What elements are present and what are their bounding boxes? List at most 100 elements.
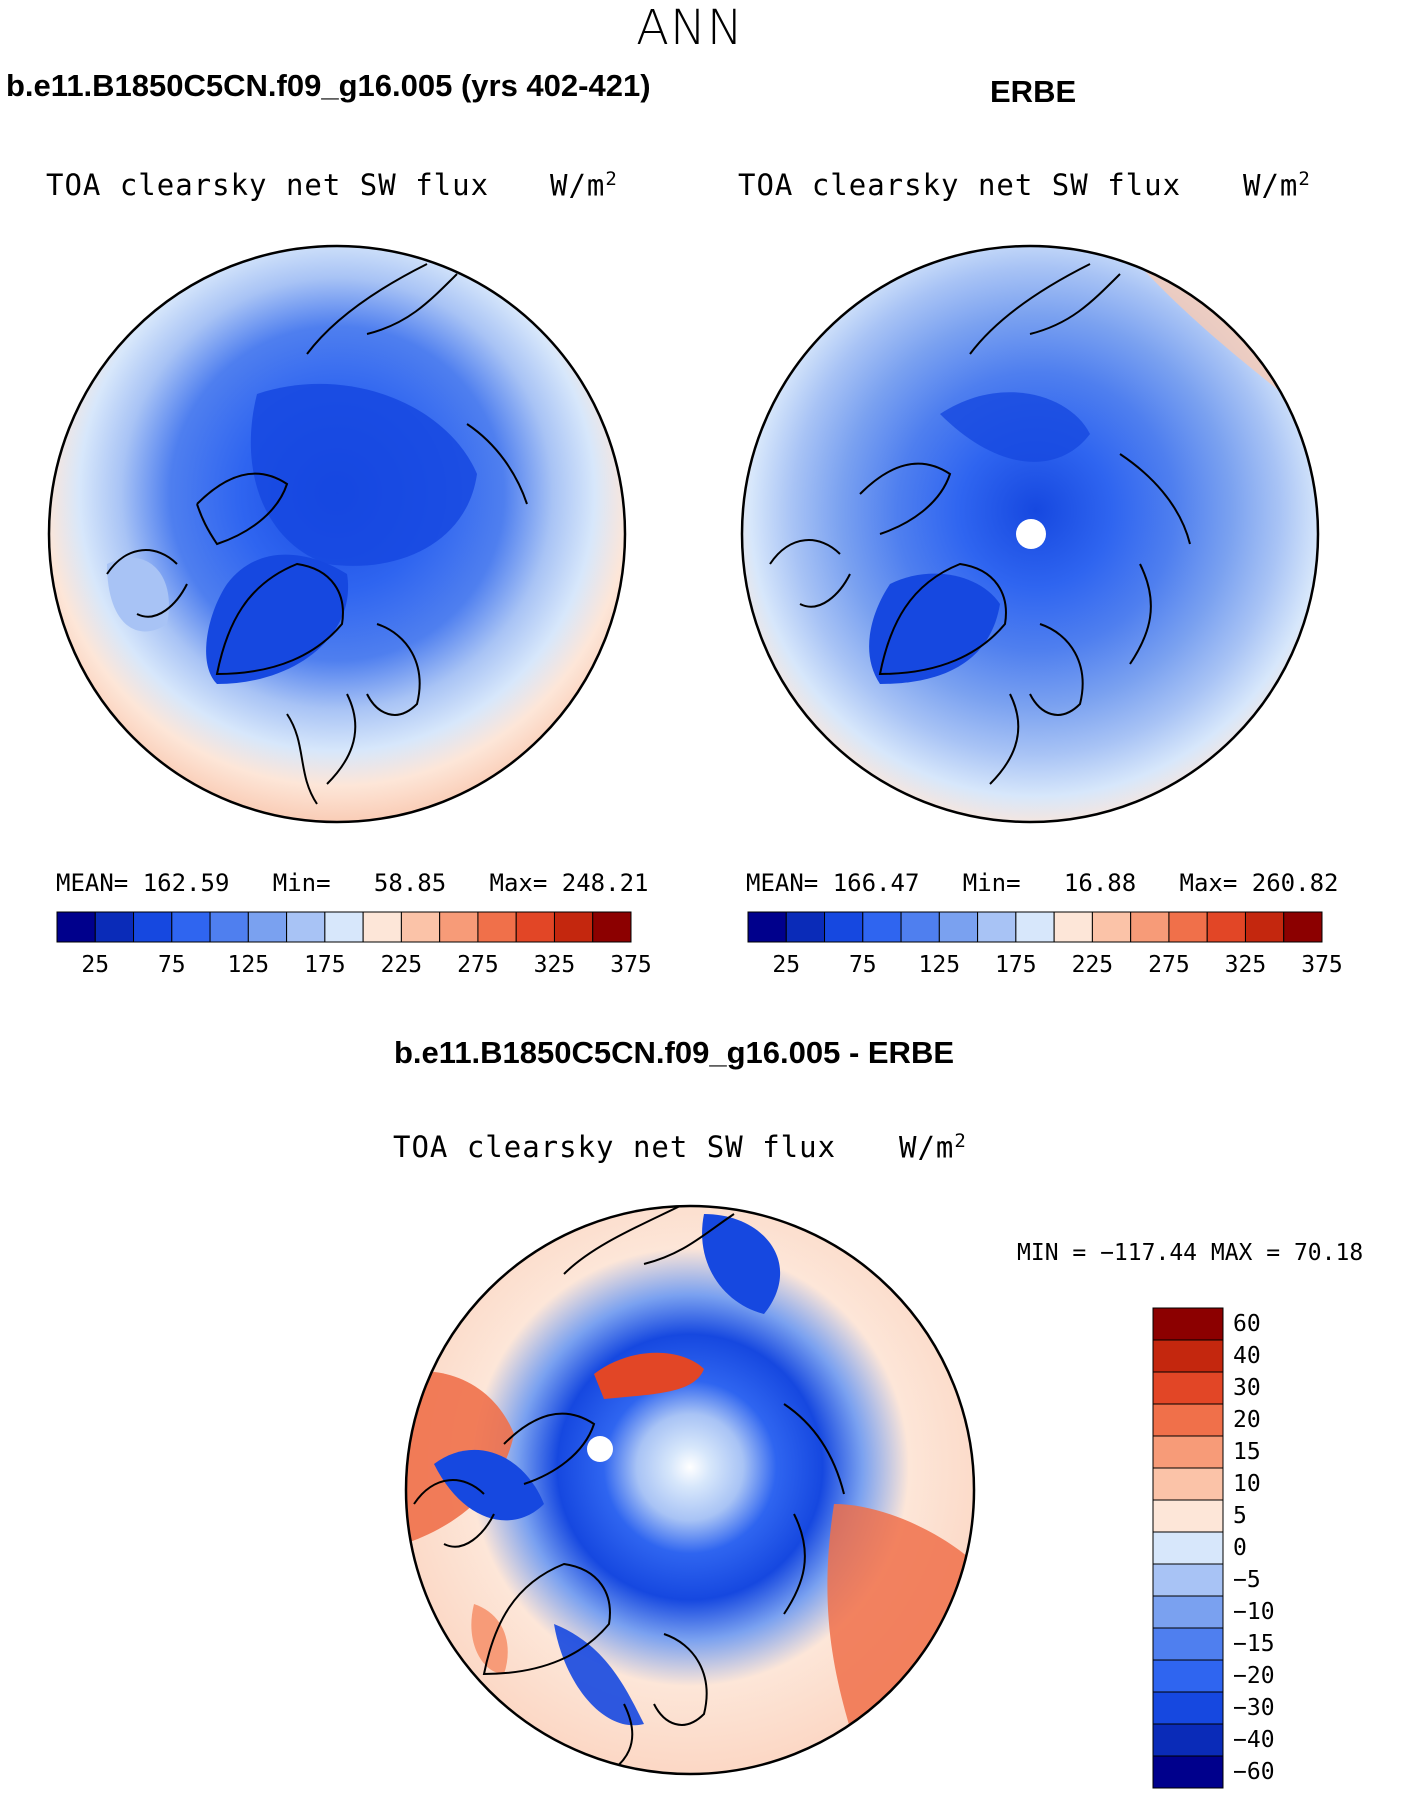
panel1-case-title: b.e11.B1850C5CN.f09_g16.005 (yrs 402-421… xyxy=(6,68,651,103)
panel1-colorbar-tick: 375 xyxy=(610,952,652,978)
panel1-colorbar-tick: 225 xyxy=(380,952,423,978)
panel2-colorbar-segment xyxy=(1168,911,1208,943)
panel1-polar-map xyxy=(47,244,627,824)
diff-coastlines xyxy=(413,1206,845,1774)
diff-colorbar xyxy=(1152,1307,1224,1789)
panel2-colorbar-segment xyxy=(900,911,940,943)
diff-colorbar-segment xyxy=(1152,1435,1224,1469)
panel1-colorbar-segment xyxy=(171,911,211,943)
panel1-colorbar-tick: 125 xyxy=(227,952,270,978)
panel2-colorbar-segment xyxy=(1244,911,1285,943)
panel2-colorbar-tick: 25 xyxy=(772,952,801,978)
panel1-colorbar-segment xyxy=(56,911,96,943)
panel2-stats: MEAN= 166.47 Min= 16.88 Max= 260.82 xyxy=(746,869,1339,897)
panel2-case-title: ERBE xyxy=(990,74,1077,109)
diff-colorbar-segment xyxy=(1152,1531,1224,1565)
panel1-colorbar xyxy=(56,911,632,943)
diff-colorbar-tick: −20 xyxy=(1233,1663,1275,1689)
panel1-units-label: W/m2 xyxy=(550,168,618,203)
panel1-colorbar-segment xyxy=(209,911,249,943)
panel1-colorbar-tick: 275 xyxy=(457,952,499,978)
diff-variable-label: TOA clearsky net SW flux xyxy=(393,1130,837,1164)
diff-colorbar-tick: 5 xyxy=(1233,1503,1247,1529)
panel1-colorbar-tick: 175 xyxy=(304,952,346,978)
panel2-colorbar-segment xyxy=(1053,911,1093,943)
diff-polar-map xyxy=(404,1204,976,1776)
panel1-coastlines xyxy=(106,263,528,805)
panel2-colorbar-segment xyxy=(747,911,787,943)
diff-missing-pole xyxy=(587,1436,613,1462)
diff-colorbar-segment xyxy=(1152,1499,1224,1533)
panel2-colorbar-tick: 75 xyxy=(848,952,877,978)
panel2-colorbar-tick: 225 xyxy=(1071,952,1114,978)
panel1-colorbar-segment xyxy=(592,911,632,943)
panel1-variable-label: TOA clearsky net SW flux xyxy=(46,168,490,202)
panel1-colorbar-ticks: 25 75 125 175 225 275 325 375 xyxy=(57,952,651,982)
diff-colorbar-segment xyxy=(1152,1691,1224,1725)
diff-colorbar-tick: −10 xyxy=(1233,1599,1275,1625)
diff-colorbar-segment xyxy=(1152,1371,1224,1405)
panel1-colorbar-segment xyxy=(362,911,402,943)
panel2-colorbar-tick: 125 xyxy=(918,952,961,978)
panel1-colorbar-segment xyxy=(477,911,517,943)
diff-colorbar-tick: −5 xyxy=(1233,1567,1261,1593)
panel2-colorbar-ticks: 25 75 125 175 225 275 325 375 xyxy=(748,952,1342,982)
diff-colorbar-segment xyxy=(1152,1659,1224,1693)
panel2-colorbar-segment xyxy=(1283,911,1323,943)
panel2-colorbar-segment xyxy=(938,911,979,943)
panel2-colorbar-segment xyxy=(1015,911,1055,943)
diff-colorbar-tick: 20 xyxy=(1233,1407,1261,1433)
diff-colorbar-tick: 40 xyxy=(1233,1343,1261,1369)
panel2-colorbar-tick: 175 xyxy=(995,952,1037,978)
diff-colorbar-segment xyxy=(1152,1755,1224,1789)
panel2-coastlines xyxy=(769,263,1191,785)
diff-minmax-label: MIN = −117.44 MAX = 70.18 xyxy=(1017,1240,1364,1266)
diff-colorbar-segment xyxy=(1152,1307,1224,1341)
diff-colorbar-tick: −30 xyxy=(1233,1695,1275,1721)
diff-colorbar-tick: 0 xyxy=(1233,1535,1247,1561)
diff-colorbar-tick: −40 xyxy=(1233,1727,1275,1753)
panel2-colorbar-segment xyxy=(1206,911,1246,943)
diff-colorbar-tick: 10 xyxy=(1233,1471,1261,1497)
panel2-colorbar-tick: 275 xyxy=(1148,952,1190,978)
diff-colorbar-segment xyxy=(1152,1723,1224,1757)
panel1-colorbar-segment xyxy=(247,911,288,943)
diff-colorbar-tick: −15 xyxy=(1233,1631,1275,1657)
diff-units-label: W/m2 xyxy=(899,1130,967,1165)
panel2-colorbar-segment xyxy=(785,911,826,943)
main-title: ANN xyxy=(636,0,744,56)
panel2-colorbar-segment xyxy=(862,911,902,943)
diff-colorbar-segment xyxy=(1152,1563,1224,1597)
panel1-colorbar-segment xyxy=(286,911,326,943)
panel2-map-border xyxy=(740,244,1320,824)
panel2-colorbar xyxy=(747,911,1323,943)
diff-colorbar-tick: 30 xyxy=(1233,1375,1261,1401)
panel2-colorbar-segment xyxy=(977,911,1017,943)
diff-colorbar-tick: −60 xyxy=(1233,1759,1275,1785)
diff-colorbar-segment xyxy=(1152,1595,1224,1629)
panel2-colorbar-segment xyxy=(1091,911,1132,943)
diff-case-title: b.e11.B1850C5CN.f09_g16.005 - ERBE xyxy=(394,1035,955,1070)
panel1-greenland-region xyxy=(206,554,349,684)
panel1-colorbar-segment xyxy=(553,911,594,943)
diff-colorbar-tick: 60 xyxy=(1233,1311,1261,1337)
diff-colorbar-segment xyxy=(1152,1403,1224,1437)
panel1-colorbar-segment xyxy=(400,911,441,943)
panel1-colorbar-segment xyxy=(439,911,479,943)
panel2-units-label: W/m2 xyxy=(1243,168,1311,203)
panel1-colorbar-tick: 325 xyxy=(533,952,576,978)
panel2-colorbar-tick: 325 xyxy=(1224,952,1267,978)
diff-colorbar-ticks: 60 40 30 20 15 10 5 0 −5 −10 −15 −20 −30 −40 −60 xyxy=(1233,1308,1353,1788)
panel1-colorbar-tick: 75 xyxy=(157,952,186,978)
panel2-colorbar-segment xyxy=(1130,911,1170,943)
diff-positive-band xyxy=(594,1352,704,1399)
diff-colorbar-tick: 15 xyxy=(1233,1439,1261,1465)
panel1-colorbar-segment xyxy=(324,911,364,943)
panel1-colorbar-tick: 25 xyxy=(81,952,110,978)
panel1-colorbar-segment xyxy=(133,911,173,943)
panel1-stats: MEAN= 162.59 Min= 58.85 Max= 248.21 xyxy=(56,869,649,897)
diff-colorbar-segment xyxy=(1152,1339,1224,1373)
diff-colorbar-segment xyxy=(1152,1467,1224,1501)
panel2-colorbar-tick: 375 xyxy=(1301,952,1343,978)
diff-map-border xyxy=(404,1204,976,1776)
